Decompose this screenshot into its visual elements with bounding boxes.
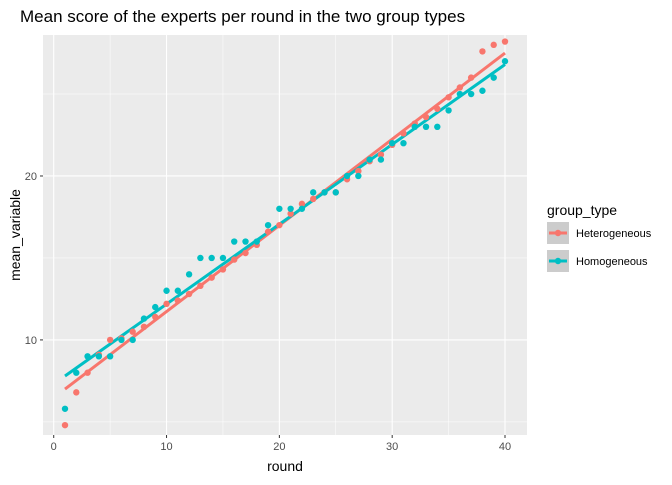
point-heterogeneous (298, 200, 306, 208)
data-points (61, 38, 509, 429)
x-axis-label: round (267, 458, 303, 474)
point-heterogeneous (231, 256, 238, 263)
y-tick-label: 10 (25, 335, 37, 347)
point-heterogeneous (140, 323, 148, 331)
point-homogeneous (163, 287, 170, 294)
point-homogeneous (95, 353, 103, 360)
point-homogeneous (219, 254, 227, 262)
legend-key-point (554, 229, 562, 237)
point-heterogeneous (73, 389, 80, 396)
point-heterogeneous (185, 290, 193, 298)
point-homogeneous (276, 205, 283, 212)
point-homogeneous (73, 369, 80, 376)
x-tick-label: 40 (499, 441, 511, 453)
point-homogeneous (298, 205, 306, 212)
point-homogeneous (106, 353, 114, 360)
point-homogeneous (84, 353, 91, 360)
trend-lines (64, 51, 506, 391)
point-heterogeneous (129, 328, 136, 335)
legend: group_type Heterogeneous Homogeneous (547, 202, 652, 272)
point-heterogeneous (456, 84, 464, 91)
point-homogeneous (140, 315, 148, 322)
point-homogeneous (467, 90, 475, 98)
point-homogeneous (152, 303, 159, 311)
point-heterogeneous (106, 336, 114, 344)
point-homogeneous (264, 221, 272, 229)
point-homogeneous (310, 189, 317, 196)
point-heterogeneous (197, 282, 204, 290)
point-heterogeneous (219, 266, 227, 273)
major-gridlines (43, 35, 527, 435)
trend-line-homogeneous (64, 63, 506, 378)
point-homogeneous (287, 205, 294, 212)
legend-title: group_type (547, 202, 617, 218)
point-homogeneous (129, 336, 136, 344)
point-homogeneous (377, 156, 385, 163)
point-homogeneous (118, 336, 125, 344)
point-homogeneous (411, 123, 418, 131)
axes: 0 10 20 30 40 10 20 (25, 171, 511, 453)
point-homogeneous (197, 254, 204, 262)
point-homogeneous (174, 287, 182, 294)
point-heterogeneous (84, 369, 91, 376)
point-homogeneous (253, 238, 260, 245)
point-heterogeneous (264, 228, 272, 235)
y-axis-label: mean_variable (7, 189, 23, 281)
point-homogeneous (355, 172, 362, 180)
point-homogeneous (185, 271, 193, 278)
point-homogeneous (501, 58, 509, 65)
point-homogeneous (434, 123, 441, 131)
point-homogeneous (343, 172, 351, 180)
point-homogeneous (208, 254, 215, 262)
point-homogeneous (445, 107, 452, 114)
point-heterogeneous (490, 41, 497, 49)
y-tick-label: 20 (25, 171, 37, 183)
point-homogeneous (422, 123, 430, 131)
minor-gridlines (43, 35, 527, 435)
point-heterogeneous (163, 300, 170, 308)
point-homogeneous (388, 139, 396, 147)
point-heterogeneous (355, 167, 362, 175)
point-heterogeneous (276, 221, 283, 229)
x-tick-label: 30 (386, 441, 398, 453)
point-heterogeneous (445, 94, 452, 101)
point-heterogeneous (501, 38, 509, 45)
legend-key-point (554, 257, 562, 265)
point-heterogeneous (434, 105, 441, 112)
point-homogeneous (242, 238, 249, 245)
point-heterogeneous (377, 151, 385, 158)
point-homogeneous (479, 87, 486, 94)
point-homogeneous (366, 156, 373, 163)
point-heterogeneous (287, 210, 294, 217)
point-homogeneous (332, 189, 339, 196)
chart-title: Mean score of the experts per round in t… (20, 7, 465, 26)
point-heterogeneous (61, 421, 69, 429)
point-homogeneous (400, 139, 407, 147)
x-tick-label: 0 (51, 441, 57, 453)
point-heterogeneous (242, 249, 249, 257)
point-heterogeneous (174, 297, 182, 304)
x-tick-label: 10 (160, 441, 172, 453)
x-tick-label: 20 (273, 441, 285, 453)
point-heterogeneous (422, 113, 430, 121)
point-heterogeneous (400, 130, 407, 137)
point-homogeneous (321, 189, 328, 196)
point-heterogeneous (479, 48, 486, 55)
point-homogeneous (490, 74, 497, 81)
point-heterogeneous (310, 195, 317, 203)
point-heterogeneous (152, 313, 159, 321)
point-homogeneous (456, 90, 464, 98)
legend-label: Homogeneous (576, 256, 648, 268)
point-homogeneous (231, 238, 238, 245)
panel-background (43, 35, 527, 435)
point-homogeneous (61, 405, 69, 412)
point-heterogeneous (467, 74, 475, 81)
point-heterogeneous (208, 274, 215, 281)
legend-label: Heterogeneous (576, 228, 652, 240)
